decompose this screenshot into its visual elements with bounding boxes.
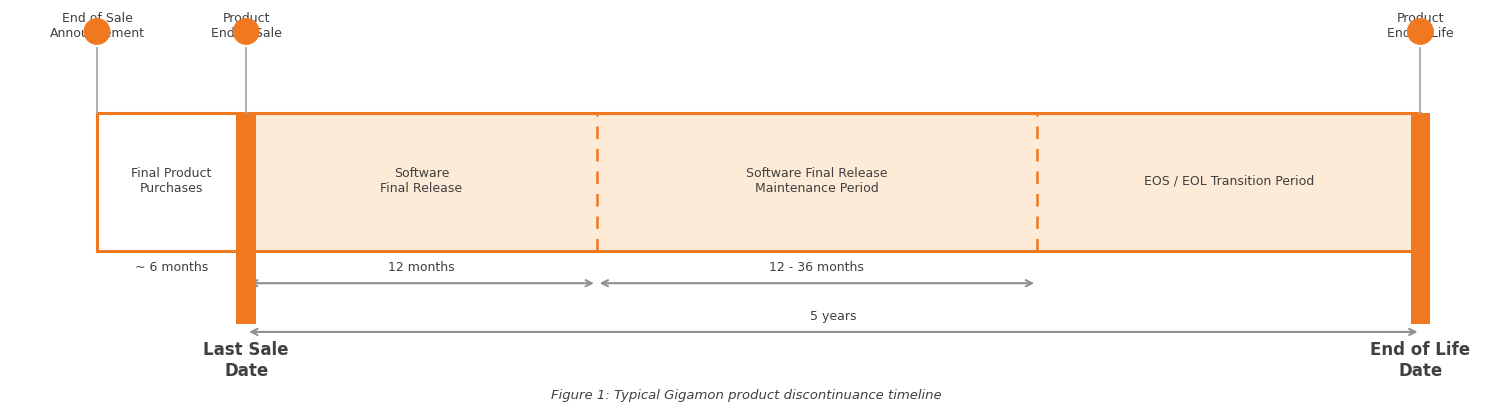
Text: Last Sale
Date: Last Sale Date xyxy=(203,340,289,379)
Text: Final Product
Purchases: Final Product Purchases xyxy=(131,166,212,194)
Text: Software Final Release
Maintenance Period: Software Final Release Maintenance Perio… xyxy=(746,166,888,194)
Text: 12 - 36 months: 12 - 36 months xyxy=(770,260,864,273)
Text: 12 months: 12 months xyxy=(388,260,455,273)
Text: EOS / EOL Transition Period: EOS / EOL Transition Period xyxy=(1143,174,1314,187)
Bar xyxy=(97,113,246,251)
Text: 5 years: 5 years xyxy=(810,309,856,322)
Ellipse shape xyxy=(1407,19,1434,46)
Text: ~ 6 months: ~ 6 months xyxy=(134,260,209,273)
Bar xyxy=(1411,113,1429,324)
Text: Product
End of Life: Product End of Life xyxy=(1388,12,1453,40)
Text: Product
End of Sale: Product End of Sale xyxy=(210,12,282,40)
Text: Software
Final Release: Software Final Release xyxy=(380,166,463,194)
Text: End of Sale
Announcement: End of Sale Announcement xyxy=(49,12,145,40)
Text: Figure 1: Typical Gigamon product discontinuance timeline: Figure 1: Typical Gigamon product discon… xyxy=(551,388,941,401)
Bar xyxy=(236,113,257,324)
Text: End of Life
Date: End of Life Date xyxy=(1370,340,1471,379)
Ellipse shape xyxy=(233,19,260,46)
Bar xyxy=(246,113,1420,251)
Ellipse shape xyxy=(84,19,110,46)
